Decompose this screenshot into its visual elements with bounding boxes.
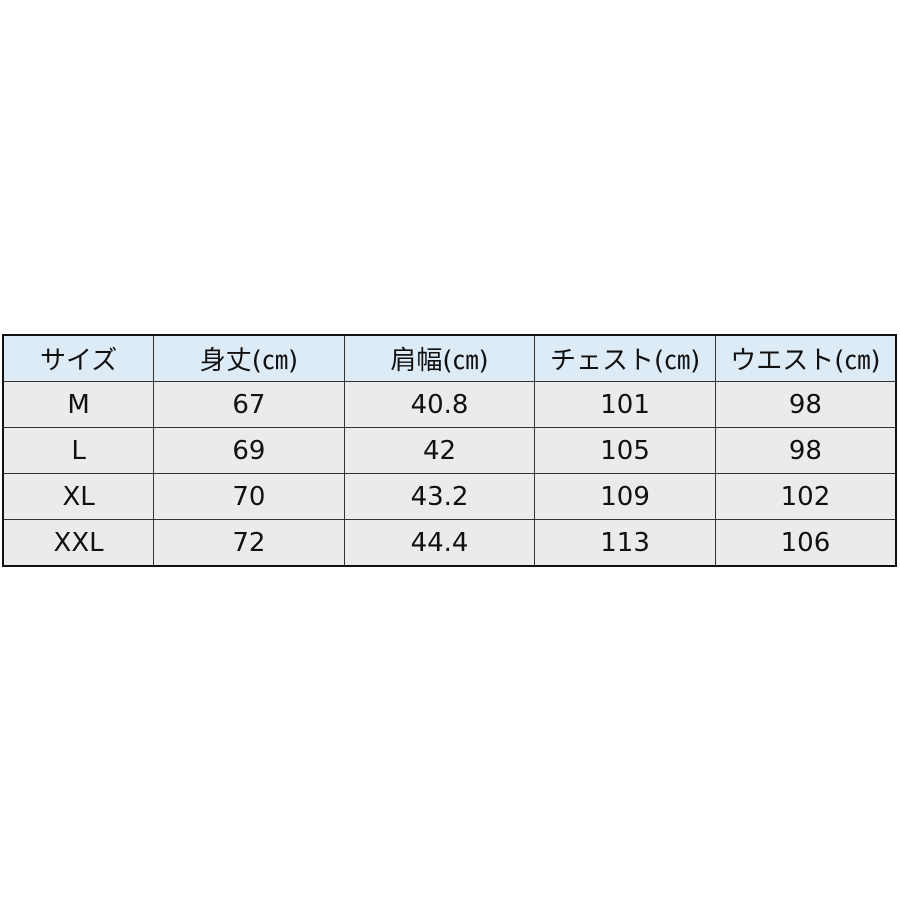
- table-cell: 113: [534, 519, 716, 567]
- header-row: サイズ 身丈(㎝) 肩幅(㎝) チェスト(㎝) ウエスト(㎝): [2, 334, 897, 382]
- table-cell: 72: [153, 519, 345, 567]
- table-row: XXL 72 44.4 113 106: [2, 519, 897, 567]
- table-cell: 40.8: [343, 381, 536, 428]
- table-cell: 43.2: [343, 473, 536, 520]
- table-cell: 106: [714, 519, 897, 567]
- table-cell: 67: [153, 381, 345, 428]
- table-cell: 98: [714, 427, 897, 474]
- table-row: XL 70 43.2 109 102: [2, 473, 897, 520]
- table-row: L 69 42 105 98: [2, 427, 897, 474]
- table-cell: 70: [153, 473, 345, 520]
- table-cell: 101: [534, 381, 716, 428]
- header-waist: ウエスト(㎝): [714, 334, 897, 382]
- table-cell: 102: [714, 473, 897, 520]
- header-chest: チェスト(㎝): [534, 334, 716, 382]
- table-cell: M: [2, 381, 155, 428]
- table-cell: 109: [534, 473, 716, 520]
- table-cell: XXL: [2, 519, 155, 567]
- size-table: サイズ 身丈(㎝) 肩幅(㎝) チェスト(㎝) ウエスト(㎝) M 67 40.8 1…: [2, 334, 897, 567]
- header-length: 身丈(㎝): [153, 334, 345, 382]
- table-cell: 98: [714, 381, 897, 428]
- table-row: M 67 40.8 101 98: [2, 381, 897, 428]
- header-shoulder: 肩幅(㎝): [343, 334, 536, 382]
- header-size: サイズ: [2, 334, 155, 382]
- table-cell: 69: [153, 427, 345, 474]
- table-cell: 105: [534, 427, 716, 474]
- table-cell: 44.4: [343, 519, 536, 567]
- table-cell: L: [2, 427, 155, 474]
- table-cell: XL: [2, 473, 155, 520]
- table-cell: 42: [343, 427, 536, 474]
